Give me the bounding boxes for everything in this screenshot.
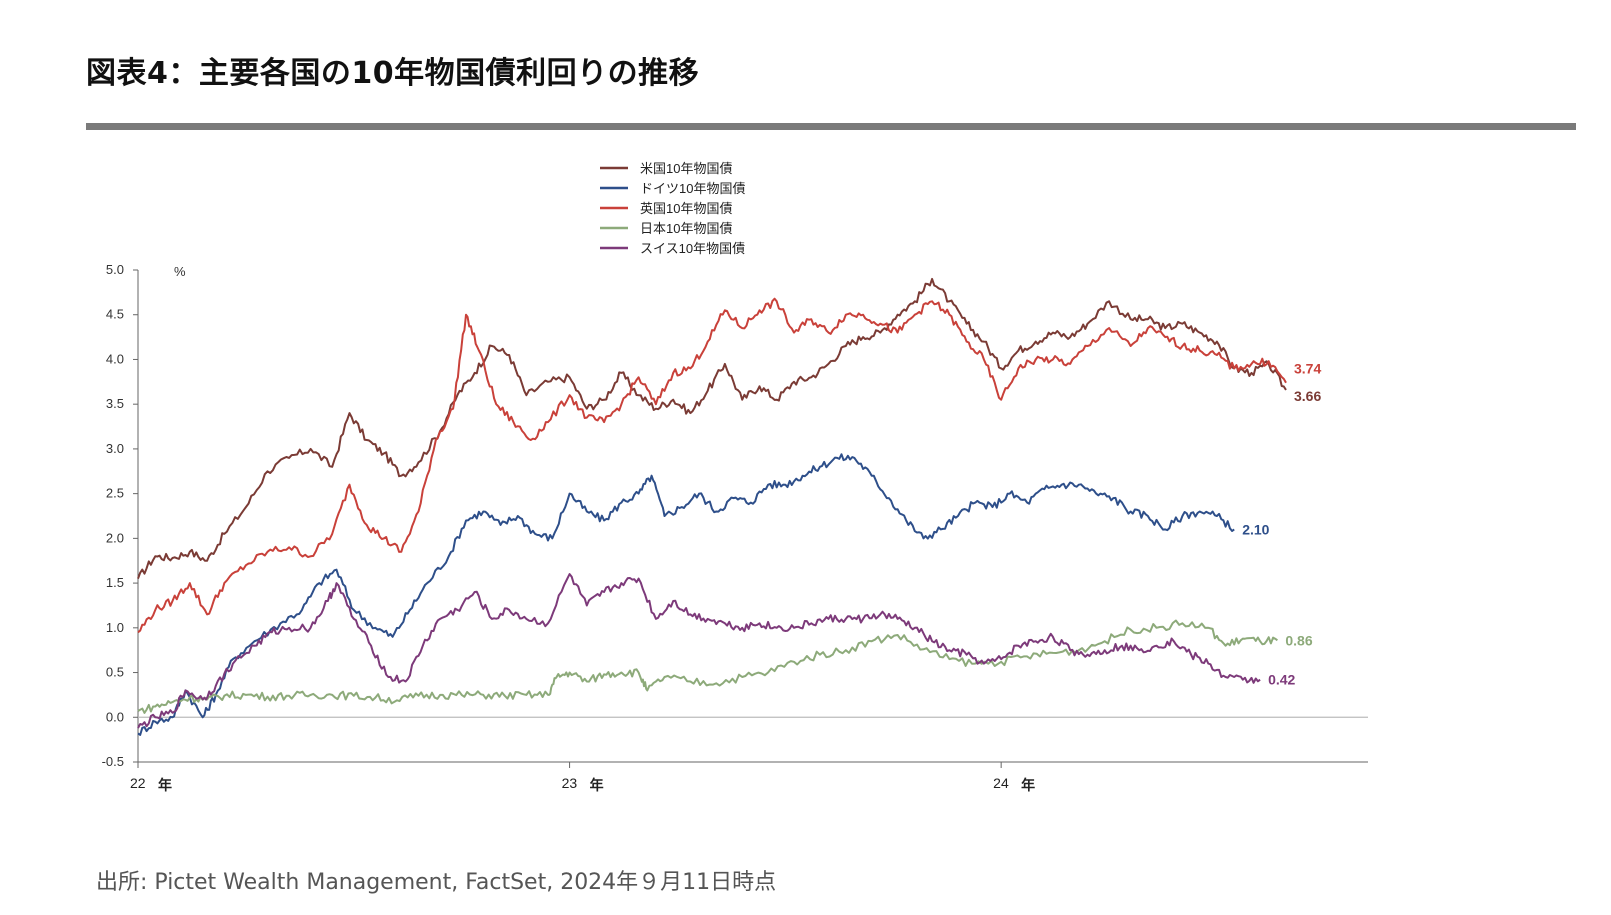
series-lines: [137, 277, 1287, 736]
series-line: [137, 297, 1287, 634]
y-tick-label: 3.0: [106, 441, 124, 456]
chart-legend: 米国10年物国債ドイツ10年物国債英国10年物国債日本10年物国債スイス10年物…: [600, 161, 745, 256]
y-tick-label: 3.5: [106, 396, 124, 411]
y-tick-label: 1.0: [106, 620, 124, 635]
y-axis: 5.0 4.5 4.0 3.5 3.0 2.5 2.0 1.5 1.0 0.5 0.0 -0.5%: [102, 262, 1368, 769]
end-value-label: 3.66: [1294, 388, 1321, 404]
y-tick-label: 5.0: [106, 262, 124, 277]
y-tick-label: 2.0: [106, 530, 124, 545]
y-axis-unit: %: [174, 264, 186, 279]
x-tick-unit: 年: [1021, 777, 1035, 793]
end-value-label: 0.42: [1268, 672, 1295, 688]
source-note: 出所: Pictet Wealth Management, FactSet, 2…: [96, 870, 777, 895]
end-value-label: 0.86: [1285, 632, 1312, 648]
legend-label: スイス10年物国債: [640, 241, 745, 256]
y-tick-label: 0.5: [106, 665, 124, 680]
legend-label: 米国10年物国債: [640, 161, 732, 176]
x-tick-unit: 年: [158, 777, 172, 793]
series-line: [137, 573, 1261, 729]
legend-label: ドイツ10年物国債: [640, 181, 745, 196]
x-tick-unit: 年: [590, 777, 604, 793]
x-tick-label: 22: [130, 775, 146, 791]
y-tick-label: -0.5: [102, 754, 124, 769]
y-tick-label: 4.0: [106, 351, 124, 366]
series-line: [137, 453, 1235, 736]
legend-label: 英国10年物国債: [640, 201, 732, 216]
end-value-label: 3.74: [1294, 361, 1321, 377]
x-tick-label: 24: [993, 775, 1009, 791]
y-tick-label: 1.5: [106, 575, 124, 590]
x-axis: 22 年 23 年 24 年: [130, 761, 1368, 793]
end-labels: 3.66 2.10 3.74 0.86 0.42: [1242, 361, 1321, 688]
end-value-label: 2.10: [1242, 521, 1269, 537]
series-line: [137, 277, 1287, 579]
x-tick-label: 23: [562, 775, 578, 791]
y-tick-label: 2.5: [106, 486, 124, 501]
legend-label: 日本10年物国債: [640, 221, 732, 236]
title-divider: [86, 123, 1576, 130]
series-line: [137, 619, 1278, 714]
chart-title: 図表4：主要各国の10年物国債利回りの推移: [86, 56, 700, 91]
yield-line-chart: 米国10年物国債ドイツ10年物国債英国10年物国債日本10年物国債スイス10年物…: [102, 161, 1368, 793]
y-tick-label: 0.0: [106, 709, 124, 724]
y-tick-label: 4.5: [106, 307, 124, 322]
